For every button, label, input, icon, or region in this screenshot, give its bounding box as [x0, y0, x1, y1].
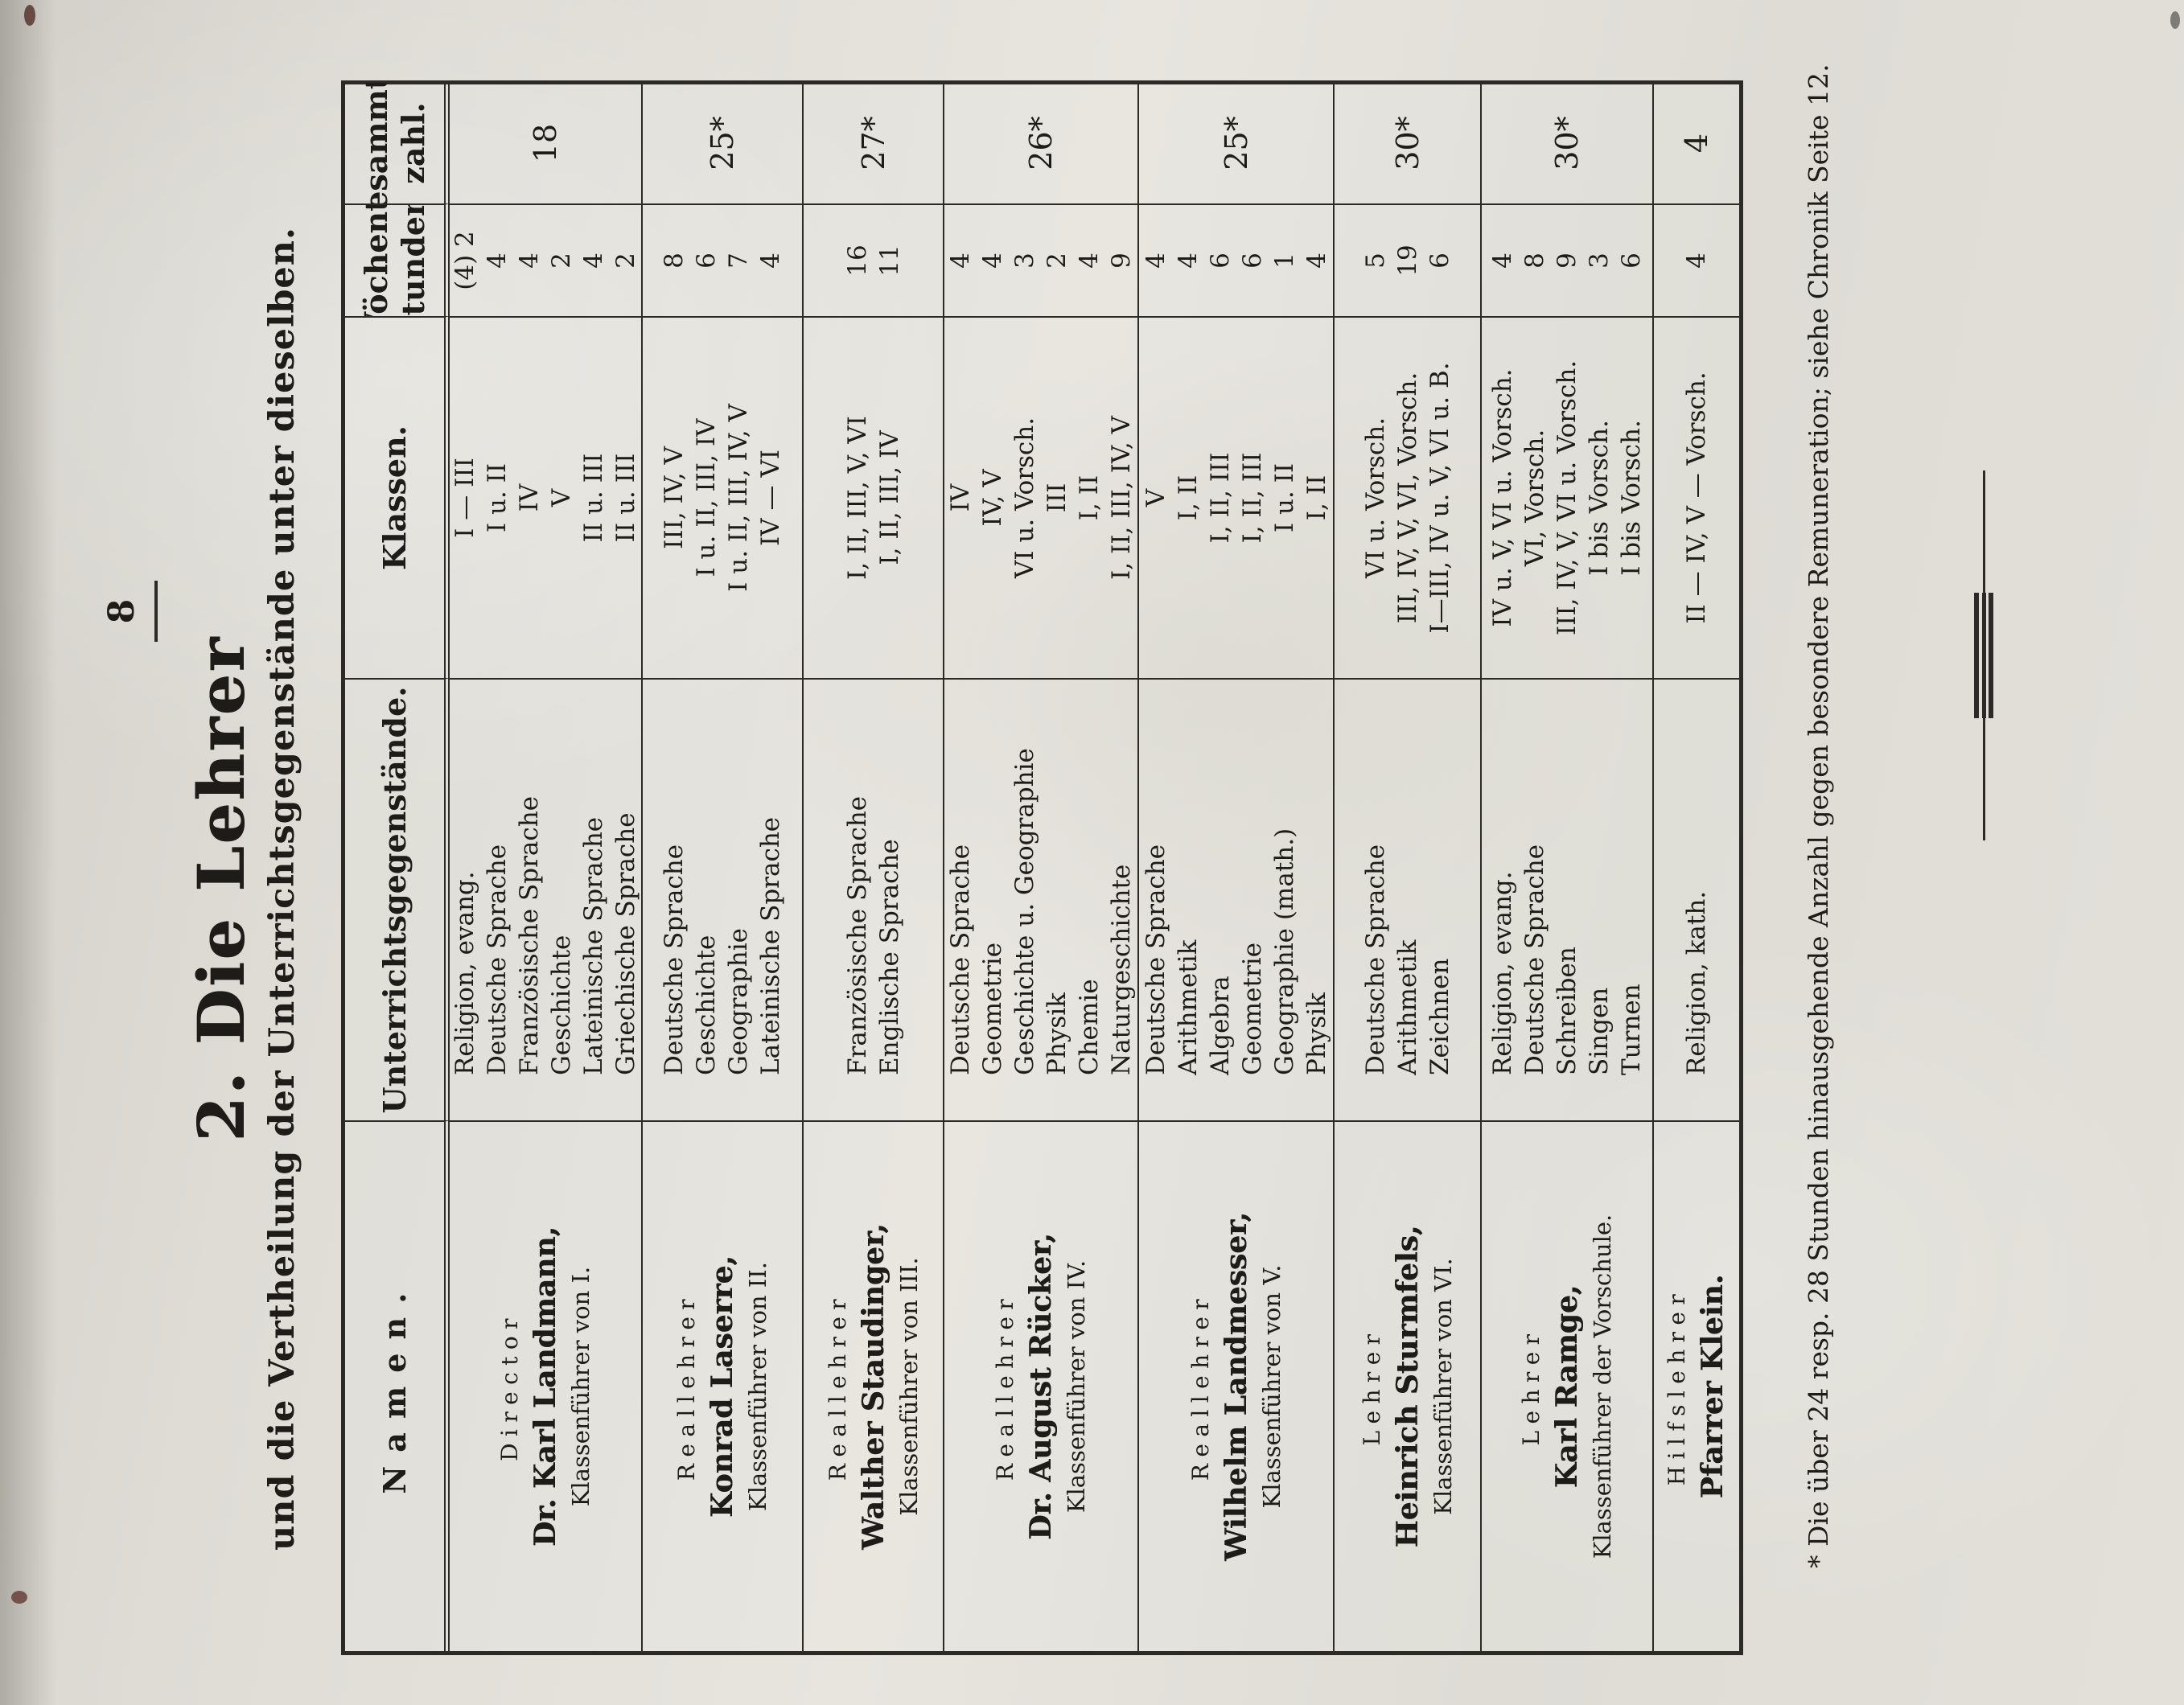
teacher-name: Dr. August Rücker,	[1024, 1233, 1058, 1540]
col-header-namen: Namen.	[345, 1120, 450, 1651]
teacher-classnote: Klassenführer von I.	[567, 1266, 594, 1507]
teacher-name: Karl Ramge,	[1550, 1284, 1584, 1489]
subjects-list: Französische Sprache Englische Sprache	[804, 678, 944, 1120]
teacher-name: Dr. Karl Landmann,	[529, 1226, 562, 1547]
classes-list: I — III I u. II IV V II u. III II u. III	[450, 316, 643, 678]
teacher-name: Walther Staudinger,	[856, 1223, 890, 1550]
scan-edge-shadow	[0, 0, 56, 1705]
total-value: 18	[450, 83, 643, 203]
hours-list: 4 4 6 6 1 4	[1139, 203, 1335, 316]
classes-list: IV IV, V VI u. Vorsch. III I, II I, II, …	[944, 316, 1139, 678]
teacher-classnote: Klassenführer von V.	[1257, 1264, 1285, 1509]
total-value: 30*	[1335, 83, 1482, 203]
subjects-list: Deutsche Sprache Geometrie Geschichte u.…	[944, 678, 1139, 1120]
total-value: 25*	[1139, 83, 1335, 203]
total-value: 25*	[643, 83, 804, 203]
teacher-role: Reallehrer	[673, 1292, 700, 1481]
teacher-classnote: Klassenführer der Vorschule.	[1589, 1214, 1616, 1559]
col-header-classes: Klassen.	[345, 316, 450, 678]
page-number-rule	[154, 581, 158, 642]
subjects-list: Deutsche Sprache Arithmetik Algebra Geom…	[1139, 678, 1335, 1120]
end-rule-middle-bar	[1982, 593, 1986, 718]
teacher-cell: Director Dr. Karl Landmann, Klassenführe…	[450, 1120, 643, 1651]
teacher-name: Pfarrer Klein.	[1696, 1274, 1730, 1499]
scan-artifact	[24, 5, 35, 26]
col-header-subjects: Unterrichtsgegenstände.	[345, 678, 450, 1120]
teacher-role: Reallehrer	[992, 1292, 1018, 1481]
classes-list: VI u. Vorsch. III, IV, V, VI, Vorsch. I—…	[1335, 316, 1482, 678]
teacher-role: Director	[496, 1312, 523, 1461]
classes-list: III, IV, V I u. II, III, IV I u. II, III…	[643, 316, 804, 678]
teacher-classnote: Klassenführer von II.	[744, 1262, 771, 1511]
teacher-name: Konrad Laserre,	[705, 1255, 739, 1518]
col-header-total: Gesammt= zahl.	[345, 83, 450, 203]
scan-artifact	[11, 1591, 27, 1604]
teacher-cell: Lehrer Heinrich Sturmfels, Klassenführer…	[1335, 1120, 1482, 1651]
subjects-list: Religion, evang. Deutsche Sprache Schrei…	[1482, 678, 1654, 1120]
col-header-hours: Wöchentl. Stunden.	[345, 203, 450, 316]
hours-list: 4 4 3 2 4 9	[944, 203, 1139, 316]
teacher-cell: Reallehrer Konrad Laserre, Klassenführer…	[643, 1120, 804, 1651]
teacher-classnote: Klassenführer von IV.	[1063, 1259, 1090, 1514]
teacher-cell: Reallehrer Walther Staudinger, Klassenfü…	[804, 1120, 944, 1651]
total-value: 4	[1679, 133, 1714, 154]
teacher-classnote: Klassenführer von VI.	[1429, 1258, 1457, 1515]
subjects-list: Deutsche Sprache Geschichte Geographie L…	[643, 678, 804, 1120]
teacher-classnote: Klassenführer von III.	[895, 1257, 923, 1516]
teacher-cell: Hilfslehrer Pfarrer Klein.	[1654, 1120, 1739, 1651]
page-title: 2. Die Lehrer	[183, 635, 259, 1142]
teacher-name: Heinrich Sturmfels,	[1390, 1225, 1425, 1548]
teacher-name: Wilhelm Landmesser,	[1219, 1212, 1253, 1561]
teacher-role: Reallehrer	[1187, 1292, 1214, 1481]
hours-list: 4	[1654, 203, 1739, 316]
hours-list: 4 8 9 3 6	[1482, 203, 1654, 316]
classes-list: I, II, III, V, VI I, II, III, IV	[804, 316, 944, 678]
scan-artifact	[2170, 11, 2180, 29]
teacher-cell: Lehrer Karl Ramge, Klassenführer der Vor…	[1482, 1120, 1654, 1651]
hours-list: 5 19 6	[1335, 203, 1482, 316]
hours-list: 8 6 7 4	[643, 203, 804, 316]
total-value: 30*	[1482, 83, 1654, 203]
hours-list: (4) 2 4 4 2 4 2	[450, 203, 643, 316]
teacher-cell: Reallehrer Wilhelm Landmesser, Klassenfü…	[1139, 1120, 1335, 1651]
page-subtitle: und die Vertheilung der Unterrichtsgegen…	[262, 226, 302, 1551]
subjects-list: Deutsche Sprache Arithmetik Zeichnen	[1335, 678, 1482, 1120]
teacher-role: Lehrer	[1358, 1327, 1385, 1446]
teacher-role: Reallehrer	[824, 1292, 851, 1481]
hours-list: 16 11	[804, 203, 944, 316]
footnote: * Die über 24 resp. 28 Stunden hinausgeh…	[1803, 64, 1834, 1568]
classes-list: II — IV, V — Vorsch.	[1654, 316, 1739, 678]
total-value: 26*	[944, 83, 1139, 203]
teacher-role: Hilfslehrer	[1664, 1287, 1690, 1486]
section-end-rule	[1972, 470, 1997, 840]
page-number: 8	[101, 598, 142, 624]
classes-list: V I, II I, II, III I, II, III I u. II I,…	[1139, 316, 1335, 678]
teacher-cell: Reallehrer Dr. August Rücker, Klassenfüh…	[944, 1120, 1139, 1651]
total-value: 27*	[804, 83, 944, 203]
teachers-table: Namen. Unterrichtsgegenstände. Klassen. …	[341, 80, 1743, 1655]
subjects-list: Religion, evang. Deutsche Sprache Franzö…	[450, 678, 643, 1120]
subjects-list: Religion, kath.	[1654, 678, 1739, 1120]
teacher-role: Lehrer	[1518, 1327, 1544, 1446]
classes-list: IV u. V, VI u. Vorsch. VI, Vorsch. III, …	[1482, 316, 1654, 678]
